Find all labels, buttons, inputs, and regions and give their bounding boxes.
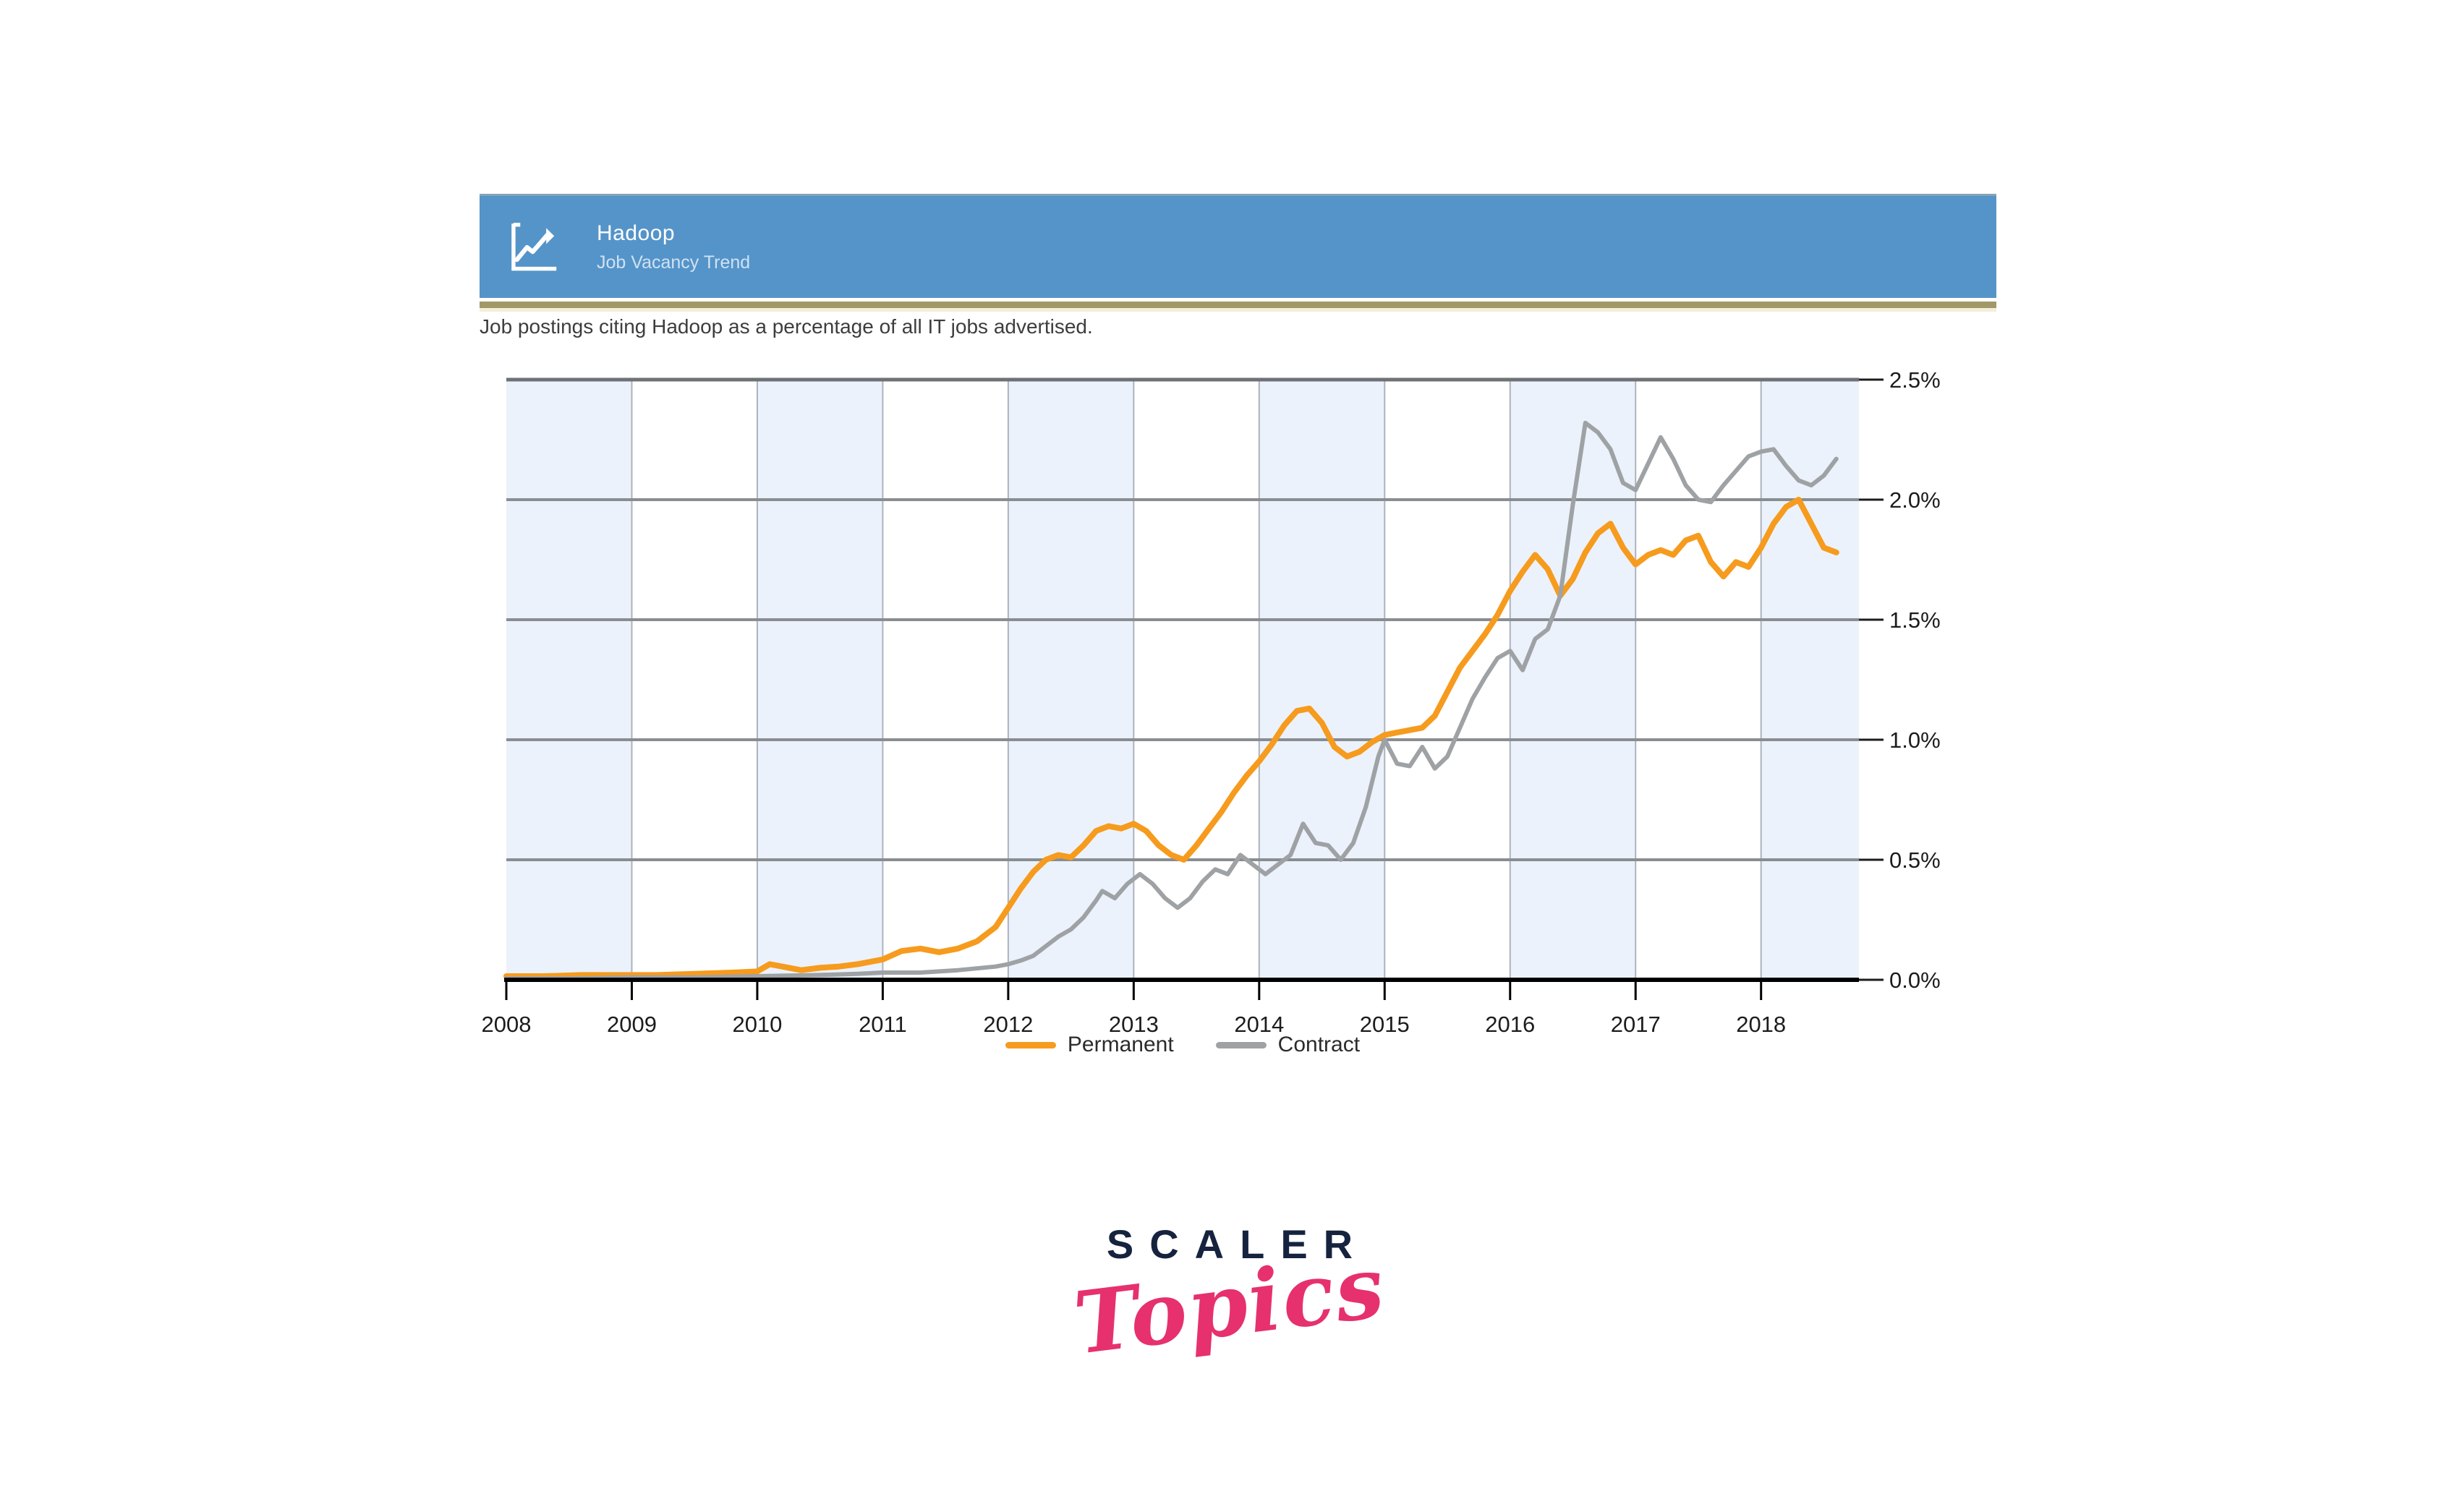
x-tick-label: 2014 <box>1234 1012 1284 1037</box>
chart-canvas: 2008 2009 2010 2011 2012 2013 2014 2015 2016 2017… <box>482 367 1941 1037</box>
plot-band <box>506 380 632 980</box>
legend-label-permanent: Permanent <box>1067 1033 1174 1056</box>
trend-line-chart-icon <box>511 222 557 270</box>
page-subtitle: Job Vacancy Trend <box>597 252 751 273</box>
x-tick-label: 2018 <box>1736 1012 1786 1037</box>
y-tick-label: 1.5% <box>1889 607 1941 633</box>
header-text: Hadoop Job Vacancy Trend <box>597 220 750 274</box>
scaler-topics-logo: SCALER Topics <box>1013 1221 1447 1374</box>
x-tick-label: 2017 <box>1611 1012 1661 1037</box>
y-tick-label: 0.5% <box>1889 847 1941 873</box>
logo-scaler-text: SCALER <box>1106 1221 1369 1267</box>
x-tick-label: 2015 <box>1360 1012 1410 1037</box>
x-tick-label: 2013 <box>1109 1012 1159 1037</box>
legend-item-permanent: Permanent <box>1005 1033 1174 1057</box>
header-gold-strip <box>480 302 1996 308</box>
plot-band <box>757 380 883 980</box>
y-tick-label: 2.0% <box>1889 487 1941 513</box>
chart-description: Job postings citing Hadoop as a percenta… <box>480 315 1093 338</box>
legend-item-contract: Contract <box>1215 1033 1361 1057</box>
series-line-contract <box>504 420 1839 981</box>
plot-band <box>1259 380 1385 980</box>
x-tick-label: 2012 <box>983 1012 1033 1037</box>
legend-label-contract: Contract <box>1277 1033 1361 1056</box>
plot-band <box>1008 380 1134 980</box>
y-tick-label: 1.0% <box>1889 727 1941 753</box>
x-tick-label: 2009 <box>607 1012 657 1037</box>
contract-line-swatch <box>1215 1041 1267 1048</box>
plot-band <box>1761 380 1859 980</box>
page-title: Hadoop <box>597 221 676 246</box>
x-tick-label: 2011 <box>859 1012 907 1037</box>
job-vacancy-trend-chart: 2008 2009 2010 2011 2012 2013 2014 2015 2016 2017… <box>427 358 2004 1088</box>
permanent-line-swatch <box>1005 1041 1056 1048</box>
widget-header: Hadoop Job Vacancy Trend <box>480 194 1996 312</box>
plot-band <box>1510 380 1636 980</box>
chart-legend: Permanent Contract <box>506 1033 1859 1057</box>
y-tick-label: 0.0% <box>1889 968 1941 993</box>
x-tick-label: 2016 <box>1485 1012 1535 1037</box>
x-tick-label: 2008 <box>482 1012 532 1037</box>
series-line-permanent <box>503 497 1839 979</box>
x-tick-label: 2010 <box>732 1012 782 1037</box>
header-cream-strip <box>480 308 1996 312</box>
y-tick-label: 2.5% <box>1889 367 1941 393</box>
